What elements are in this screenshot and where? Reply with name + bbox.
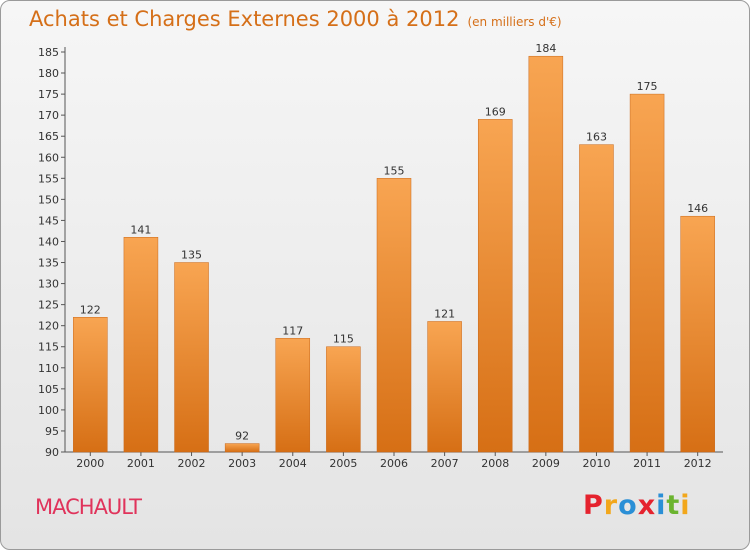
bar-2008 <box>477 119 513 453</box>
bar-2004 <box>275 338 311 453</box>
x-tick-label-2003: 2003 <box>228 457 256 470</box>
y-tick-label: 120 <box>38 320 59 333</box>
value-label-2005: 115 <box>333 333 354 346</box>
y-tick-label: 115 <box>38 341 59 354</box>
logo-letter-1: r <box>603 490 619 521</box>
value-label-2003: 92 <box>235 430 249 443</box>
value-label-2012: 146 <box>687 202 708 215</box>
bar-2012 <box>680 215 715 453</box>
y-tick-label: 100 <box>38 404 59 417</box>
y-tick-label: 140 <box>38 235 59 248</box>
y-tick-label: 110 <box>38 362 59 375</box>
data-labels: 122 141 135 92 117 115 155 121 169 184 163 175 146 <box>80 42 708 442</box>
y-tick-label: 185 <box>38 46 59 59</box>
y-tick-label: 90 <box>45 446 59 459</box>
logo-letter-5: t <box>666 490 681 521</box>
commune-name: MACHAULT <box>35 495 142 519</box>
y-tick-label: 155 <box>38 172 59 185</box>
value-label-2007: 121 <box>434 307 455 320</box>
y-tick-label: 180 <box>38 67 59 80</box>
chart-unit: (en milliers d'€) <box>467 15 562 29</box>
y-tick-label: 95 <box>45 425 59 438</box>
y-tick-label: 165 <box>38 130 59 143</box>
proxiti-logo: Proxiti <box>583 490 691 521</box>
bar-2003 <box>224 443 260 453</box>
bar-chart: 90 95 100 105 110 115 120 125 130 135 140 145 150 155… <box>38 42 723 470</box>
x-tick-label-2004: 2004 <box>279 457 307 470</box>
value-label-2011: 175 <box>637 80 658 93</box>
value-label-2009: 184 <box>535 42 556 55</box>
bar-2001 <box>123 237 159 453</box>
x-tick-label-2000: 2000 <box>76 457 104 470</box>
x-tick-label-2001: 2001 <box>127 457 155 470</box>
value-label-2002: 135 <box>181 249 202 262</box>
y-tick-label: 170 <box>38 109 59 122</box>
x-tick-label-2002: 2002 <box>178 457 206 470</box>
y-tick-label: 175 <box>38 88 59 101</box>
bar-2002 <box>174 262 209 453</box>
y-tick-label: 160 <box>38 151 59 164</box>
bar-2010 <box>579 144 614 453</box>
bar-2005 <box>326 346 361 453</box>
bar-2006 <box>376 178 412 453</box>
value-label-2004: 117 <box>282 324 303 337</box>
logo-letter-3: x <box>637 490 657 521</box>
bars <box>73 55 715 453</box>
logo-letter-6: i <box>680 490 691 521</box>
y-tick-label: 135 <box>38 257 59 270</box>
x-tick-label-2006: 2006 <box>380 457 408 470</box>
value-label-2001: 141 <box>130 223 151 236</box>
y-tick-label: 105 <box>38 383 59 396</box>
axes: 90 95 100 105 110 115 120 125 130 135 140 145 150 155… <box>38 46 723 470</box>
x-tick-label-2007: 2007 <box>431 457 459 470</box>
x-tick-label-2010: 2010 <box>582 457 610 470</box>
x-tick-label-2012: 2012 <box>684 457 712 470</box>
bar-2009 <box>528 55 564 453</box>
value-label-2006: 155 <box>384 164 405 177</box>
x-tick-label-2011: 2011 <box>633 457 661 470</box>
logo-letter-2: o <box>618 490 638 521</box>
y-tick-label: 145 <box>38 214 59 227</box>
y-tick-label: 150 <box>38 193 59 206</box>
x-tick-label-2009: 2009 <box>532 457 560 470</box>
chart-title-text: Achats et Charges Externes 2000 à 2012 <box>29 7 460 31</box>
bar-2000 <box>73 317 108 453</box>
y-tick-label: 130 <box>38 278 59 291</box>
bar-2007 <box>427 321 462 453</box>
y-tick-label: 125 <box>38 299 59 312</box>
x-tick-label-2008: 2008 <box>481 457 509 470</box>
value-label-2010: 163 <box>586 131 607 144</box>
value-label-2000: 122 <box>80 303 101 316</box>
bar-2011 <box>629 93 665 453</box>
chart-title: Achats et Charges Externes 2000 à 2012 (e… <box>29 7 562 31</box>
logo-letter-4: i <box>656 490 667 521</box>
logo-letter-0: P <box>583 490 604 521</box>
value-label-2008: 169 <box>485 105 506 118</box>
x-tick-label-2005: 2005 <box>329 457 357 470</box>
